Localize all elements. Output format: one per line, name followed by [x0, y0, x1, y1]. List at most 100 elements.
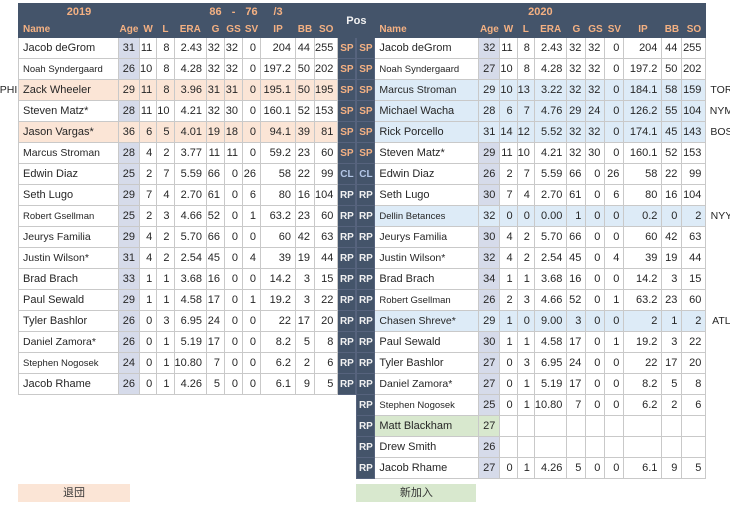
stat-l: 10: [516, 142, 535, 164]
col-header-name: Name: [18, 20, 119, 38]
stat-gs: 0: [224, 205, 244, 227]
stat-l: 8: [156, 58, 175, 80]
stat-gs: 0: [224, 331, 244, 353]
stat-sv: 4: [242, 247, 262, 269]
pos-cell: SP: [356, 58, 376, 80]
stat-gs: 18: [224, 121, 244, 143]
stat-w: 4: [499, 247, 518, 269]
stat-w: 11: [138, 79, 158, 101]
stat-l: 0: [516, 310, 535, 332]
stat-sv: 0: [242, 310, 262, 332]
stat-g: 32: [206, 100, 226, 122]
stat-w: 11: [499, 142, 518, 164]
stat-age: 29: [118, 79, 140, 101]
pos-cell: RP: [337, 226, 357, 248]
stat-g: 16: [206, 268, 226, 290]
stat-bb: 17: [661, 352, 683, 374]
stat-gs: 0: [585, 226, 606, 248]
stat-g: 32: [566, 37, 587, 59]
player-row: RP Justin Wilson* 32 4 2 2.54 45 0 4 39 19 44: [356, 247, 707, 269]
stat-sv: 1: [242, 205, 262, 227]
stat-w: [499, 436, 518, 458]
stat-w: 1: [499, 331, 518, 353]
stat-g: 17: [566, 331, 587, 353]
stat-era: 4.66: [533, 289, 568, 311]
stat-age: 28: [478, 100, 501, 122]
stat-sv: 1: [604, 289, 625, 311]
stat-ip: 126.2: [623, 100, 663, 122]
stat-sv: 0: [242, 58, 262, 80]
stat-l: 4: [516, 184, 535, 206]
stat-l: 2: [156, 142, 175, 164]
stat-bb: 5: [661, 373, 683, 395]
player-name: Jacob Rhame: [374, 457, 480, 479]
pos-cell: RP: [356, 247, 376, 269]
stat-era: 5.19: [533, 373, 568, 395]
stat-bb: 50: [661, 58, 683, 80]
player-name: Tyler Bashlor: [18, 310, 119, 332]
stat-bb: [661, 436, 683, 458]
legend-departed: 退団: [18, 484, 130, 502]
stat-era: 5.70: [533, 226, 568, 248]
stat-bb: 17: [295, 310, 316, 332]
col-header-era: ERA: [533, 20, 568, 38]
stat-age: 33: [118, 268, 140, 290]
stat-age: 26: [478, 289, 501, 311]
stat-gs: 11: [224, 142, 244, 164]
pos-cell: RP: [356, 268, 376, 290]
stat-era: 4.66: [173, 205, 208, 227]
stat-bb: 42: [661, 226, 683, 248]
stat-age: 30: [478, 331, 501, 353]
stat-gs: 0: [224, 268, 244, 290]
pos-cell: SP: [337, 58, 357, 80]
stat-bb: 52: [295, 100, 316, 122]
player-name: Stephen Nogosek: [18, 352, 119, 374]
col-header-name: Name: [374, 20, 480, 38]
stat-bb: 42: [295, 226, 316, 248]
stat-ip: 80: [260, 184, 297, 206]
table-2020-body: SP Jacob deGrom 32 11 8 2.43 32 32 0 204 44 255 SP No…: [356, 37, 707, 479]
pos-cell: RP: [337, 373, 357, 395]
stat-w: 1: [499, 310, 518, 332]
player-row: SP Marcus Stroman 29 10 13 3.22 32 32 0 184.1 58 15…: [356, 79, 707, 101]
player-name: Brad Brach: [18, 268, 119, 290]
col-header-so: SO: [681, 20, 707, 38]
stat-bb: 9: [295, 373, 316, 395]
stat-w: 10: [138, 58, 158, 80]
player-name: Edwin Diaz: [18, 163, 119, 185]
player-name: Chasen Shreve*: [374, 310, 480, 332]
pos-cell: RP: [337, 352, 357, 374]
stat-l: 0: [516, 205, 535, 227]
player-name: Steven Matz*: [18, 100, 119, 122]
stat-gs: 0: [224, 247, 244, 269]
player-name: Dellin Betances: [374, 205, 480, 227]
stat-ip: 8.2: [260, 331, 297, 353]
stat-bb: 3: [661, 268, 683, 290]
pos-cell: SP: [337, 79, 357, 101]
stat-l: 1: [156, 373, 175, 395]
stat-gs: 0: [585, 268, 606, 290]
stat-w: 6: [499, 100, 518, 122]
stat-ip: 60: [623, 226, 663, 248]
stat-gs: 0: [585, 331, 606, 353]
stat-sv: 0: [242, 142, 262, 164]
stat-ip: 160.1: [623, 142, 663, 164]
stat-era: 10.80: [173, 352, 208, 374]
stat-w: 6: [138, 121, 158, 143]
col-header-ip: IP: [260, 20, 297, 38]
stat-w: 10: [499, 79, 518, 101]
stat-age: 28: [118, 100, 140, 122]
player-row: RP Drew Smith 26: [356, 436, 707, 458]
stat-ip: [623, 415, 663, 437]
column-header-row-2020: Name Age W L ERA G GS SV IP BB SO: [357, 20, 707, 38]
table-2019-body: Jacob deGrom 31 11 8 2.43 32 32 0 204 44 255 SP Noah…: [18, 37, 357, 395]
stat-w: 1: [138, 268, 158, 290]
stat-era: 2.43: [533, 37, 568, 59]
stat-ip: 197.2: [623, 58, 663, 80]
stat-ip: 19.2: [623, 331, 663, 353]
stat-gs: 0: [585, 289, 606, 311]
stat-gs: 24: [585, 100, 606, 122]
stat-bb: 22: [661, 163, 683, 185]
stat-g: 61: [206, 184, 226, 206]
